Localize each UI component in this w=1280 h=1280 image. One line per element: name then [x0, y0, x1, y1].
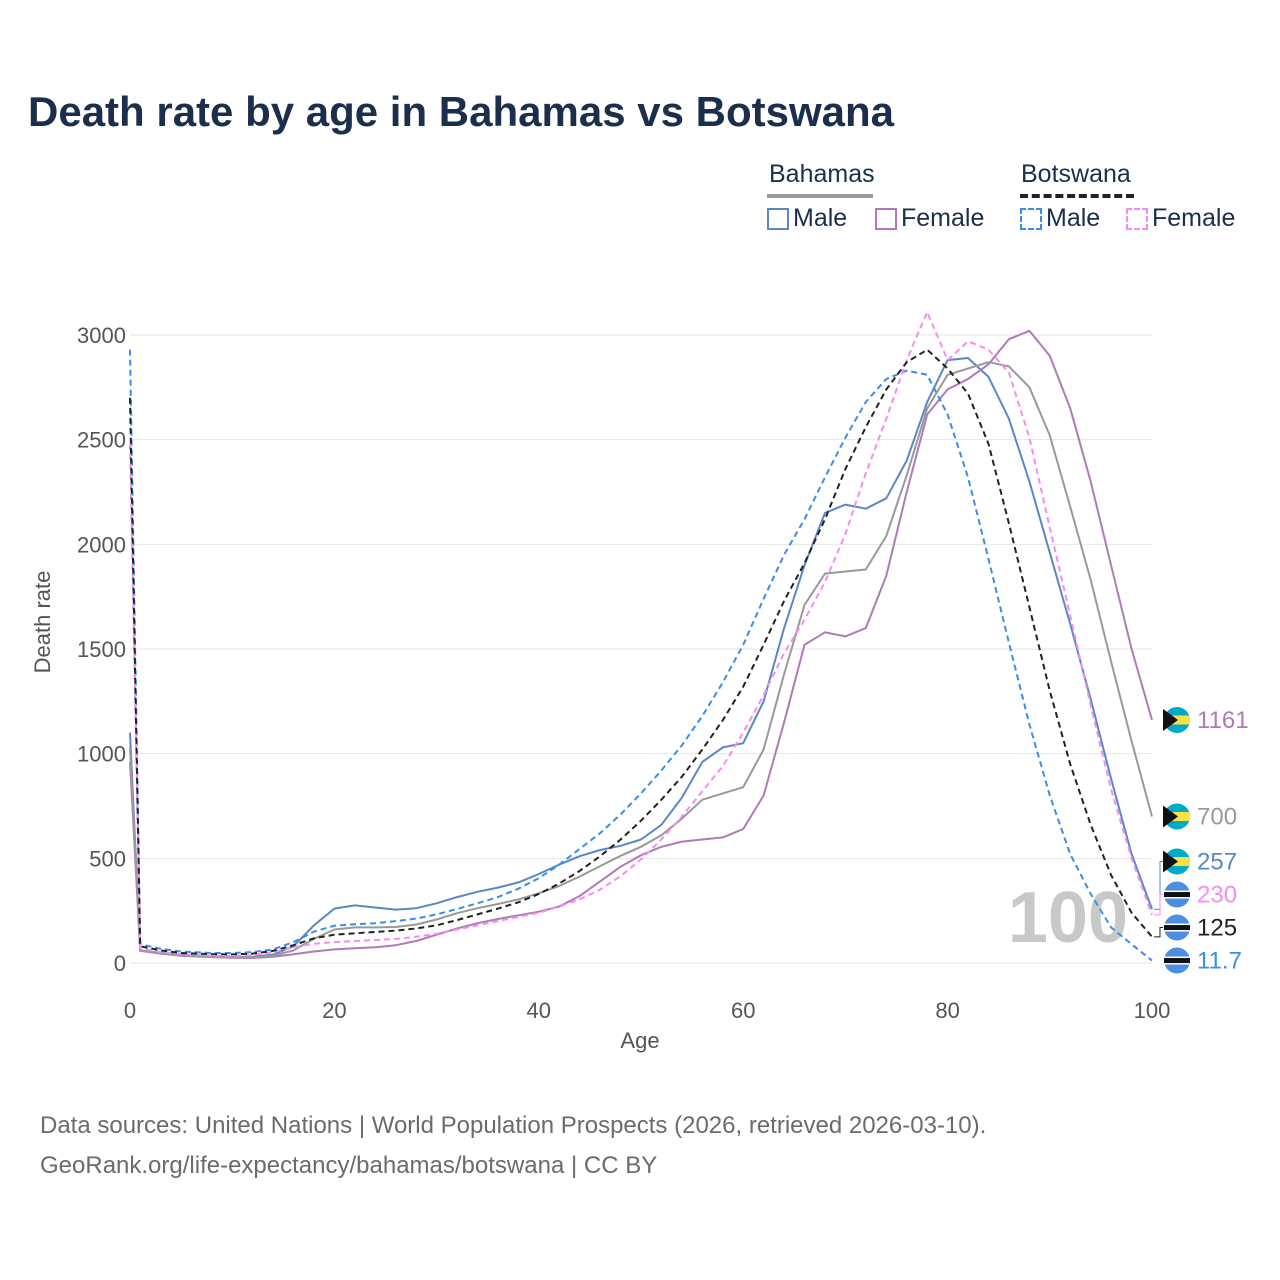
legend-swatch	[1126, 207, 1148, 230]
series-line-botswana-both-sexes	[129, 348, 1153, 956]
y-tick-label: 1000	[77, 742, 126, 767]
x-tick-label: 80	[935, 998, 959, 1023]
legend-swatch	[875, 207, 897, 230]
flag-stripe	[1164, 925, 1190, 931]
end-marker-bahamas: 257	[1154, 848, 1237, 910]
legend-item-bahamas-male[interactable]: Male	[767, 204, 847, 233]
series-line-bahamas-female	[129, 329, 1153, 959]
flag-triangle	[1163, 805, 1178, 828]
end-marker-botswana: 11.7	[1164, 947, 1242, 975]
connector-line	[1154, 894, 1163, 916]
legend-item-label: Male	[1046, 204, 1101, 232]
y-tick-label: 3000	[77, 323, 126, 348]
end-marker-botswana: 230	[1154, 881, 1237, 916]
end-labels: 1161 700 257 230 125 11.7	[1154, 706, 1249, 975]
legend-item-bahamas-female[interactable]: Female	[875, 204, 984, 233]
legend-swatch	[767, 207, 789, 230]
y-tick-label: 1500	[77, 637, 126, 662]
x-tick-label: 40	[527, 998, 551, 1023]
series-line-botswana-male	[129, 349, 1153, 962]
y-tick-label: 2000	[77, 532, 126, 557]
watermark-year: 100	[1008, 878, 1128, 958]
x-tick-label: 20	[322, 998, 346, 1023]
legend-item-label: Male	[793, 204, 848, 232]
footer-source: Data sources: United Nations | World Pop…	[40, 1112, 987, 1139]
legend-item-botswana-female[interactable]: Female	[1126, 204, 1235, 233]
axes: 0 500 1000 1500 2000 2500 3000 0 20 40 60 80 100	[77, 323, 1170, 1023]
series-line-botswana-female	[129, 311, 1153, 957]
y-tick-label: 2500	[77, 428, 126, 453]
series-line-bahamas-male	[129, 357, 1153, 959]
chart-plot: 100 0 500 1000 1500 2000 2500 3000 0 20 40 60 80 100…	[30, 311, 1249, 1053]
y-tick-label: 0	[114, 951, 126, 976]
end-value-label: 125	[1197, 915, 1237, 942]
x-tick-label: 0	[124, 998, 136, 1023]
legend-item-label: Female	[901, 204, 985, 232]
end-value-label: 230	[1197, 882, 1237, 909]
legend-group-underline	[767, 194, 873, 198]
legend-swatch	[1020, 207, 1042, 230]
series-line-bahamas-both-sexes	[129, 361, 1153, 959]
legend-item-botswana-male[interactable]: Male	[1020, 204, 1100, 233]
end-marker-botswana: 125	[1154, 914, 1237, 942]
y-axis-label: Death rate	[30, 571, 55, 674]
legend-group-label: Bahamas	[769, 160, 875, 188]
end-value-label: 257	[1197, 849, 1237, 876]
grid	[130, 334, 1152, 964]
flag-stripe	[1164, 958, 1190, 964]
flag-triangle	[1163, 850, 1178, 873]
end-marker-bahamas: 1161	[1163, 706, 1249, 734]
y-tick-label: 500	[89, 846, 126, 871]
end-value-label: 1161	[1197, 707, 1249, 734]
footer: Data sources: United Nations | World Pop…	[40, 1106, 986, 1186]
connector-line	[1154, 861, 1163, 910]
x-axis-label: Age	[620, 1028, 659, 1053]
end-value-label: 700	[1197, 803, 1237, 830]
series-lines	[129, 311, 1153, 962]
legend-item-label: Female	[1152, 204, 1236, 232]
legend-group-label: Botswana	[1021, 160, 1131, 188]
connector-line	[1154, 927, 1163, 938]
end-value-label: 11.7	[1197, 948, 1242, 975]
footer-url[interactable]: GeoRank.org/life-expectancy/bahamas/bots…	[40, 1152, 658, 1179]
legend-group-underline	[1020, 194, 1134, 198]
x-tick-label: 100	[1134, 998, 1171, 1023]
x-tick-label: 60	[731, 998, 755, 1023]
flag-triangle	[1163, 708, 1178, 731]
chart-title: Death rate by age in Bahamas vs Botswana	[28, 88, 894, 135]
end-marker-bahamas: 700	[1163, 803, 1237, 830]
flag-stripe	[1164, 892, 1190, 898]
